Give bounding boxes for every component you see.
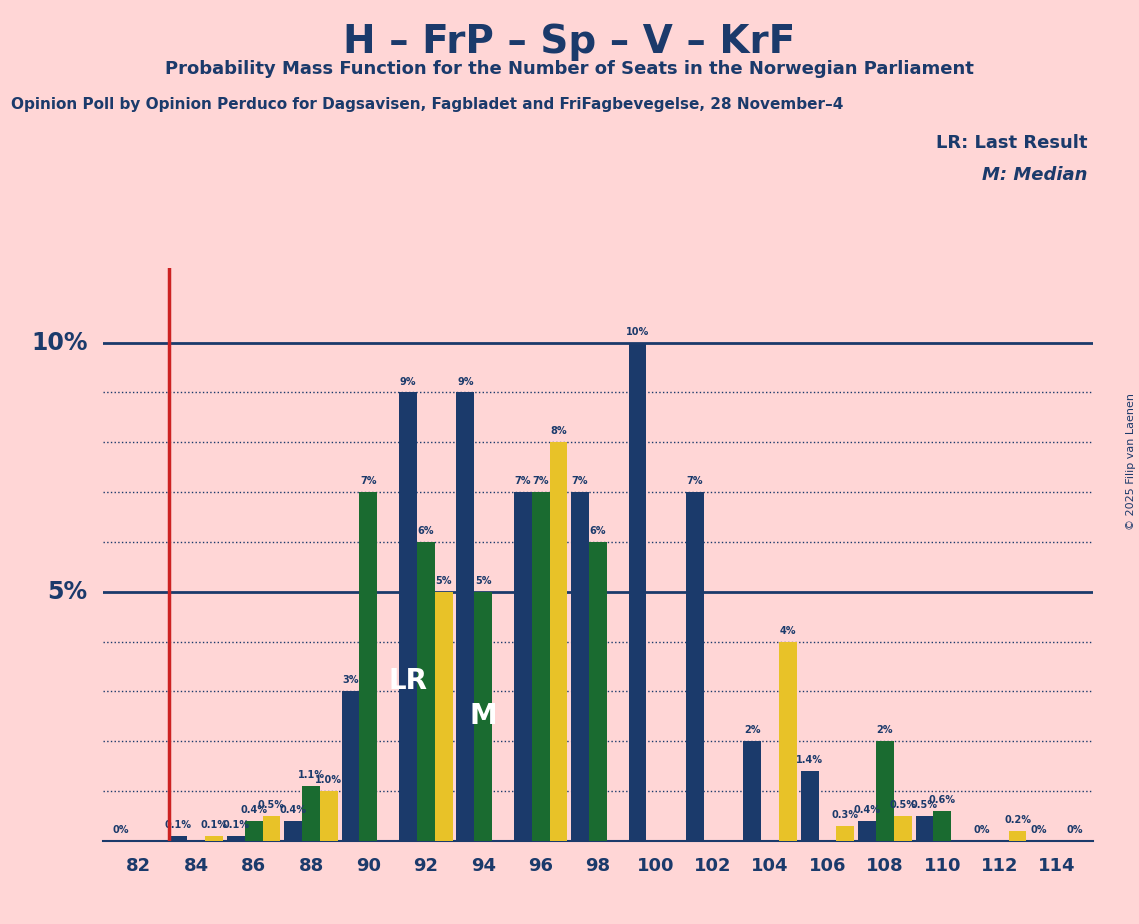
Text: 1.1%: 1.1%	[297, 770, 325, 780]
Text: 7%: 7%	[532, 476, 549, 486]
Bar	[263, 816, 280, 841]
Text: 0%: 0%	[1031, 825, 1048, 835]
Bar	[170, 836, 187, 841]
Text: LR: Last Result: LR: Last Result	[936, 134, 1088, 152]
Bar	[474, 591, 492, 841]
Bar	[245, 821, 263, 841]
Bar	[320, 791, 338, 841]
Text: 1.0%: 1.0%	[316, 775, 343, 785]
Bar	[629, 343, 647, 841]
Text: 1.4%: 1.4%	[796, 755, 823, 765]
Text: 9%: 9%	[457, 376, 474, 386]
Text: 5%: 5%	[435, 576, 452, 586]
Bar	[589, 542, 607, 841]
Text: 10%: 10%	[31, 331, 88, 355]
Text: 0%: 0%	[974, 825, 990, 835]
Bar	[779, 641, 797, 841]
Text: 10%: 10%	[626, 327, 649, 336]
Text: 0.1%: 0.1%	[200, 820, 228, 830]
Bar	[457, 393, 474, 841]
Text: 7%: 7%	[515, 476, 531, 486]
Bar	[571, 492, 589, 841]
Bar	[399, 393, 417, 841]
Text: 4%: 4%	[780, 626, 796, 636]
Text: 0.5%: 0.5%	[890, 800, 916, 810]
Bar	[435, 591, 452, 841]
Text: 0.4%: 0.4%	[280, 805, 306, 815]
Text: 6%: 6%	[590, 526, 606, 536]
Text: 5%: 5%	[475, 576, 491, 586]
Bar	[686, 492, 704, 841]
Text: 2%: 2%	[877, 725, 893, 736]
Bar	[205, 836, 223, 841]
Text: 0.1%: 0.1%	[222, 820, 249, 830]
Bar	[360, 492, 377, 841]
Bar	[227, 836, 245, 841]
Bar	[285, 821, 302, 841]
Bar	[417, 542, 435, 841]
Text: LR: LR	[388, 667, 427, 696]
Text: 0.5%: 0.5%	[259, 800, 285, 810]
Text: 0.3%: 0.3%	[831, 810, 859, 820]
Bar	[801, 772, 819, 841]
Text: © 2025 Filip van Laenen: © 2025 Filip van Laenen	[1126, 394, 1136, 530]
Bar	[916, 816, 933, 841]
Text: 0.4%: 0.4%	[240, 805, 268, 815]
Bar	[342, 691, 360, 841]
Bar	[549, 443, 567, 841]
Text: 0.1%: 0.1%	[165, 820, 191, 830]
Text: M: M	[469, 702, 497, 730]
Text: H – FrP – Sp – V – KrF: H – FrP – Sp – V – KrF	[343, 23, 796, 61]
Text: 2%: 2%	[744, 725, 761, 736]
Text: 7%: 7%	[360, 476, 377, 486]
Bar	[836, 826, 854, 841]
Text: 0%: 0%	[1067, 825, 1083, 835]
Bar	[933, 811, 951, 841]
Text: 5%: 5%	[48, 579, 88, 603]
Text: 6%: 6%	[418, 526, 434, 536]
Bar	[514, 492, 532, 841]
Text: Probability Mass Function for the Number of Seats in the Norwegian Parliament: Probability Mass Function for the Number…	[165, 60, 974, 78]
Bar	[744, 741, 761, 841]
Text: 7%: 7%	[687, 476, 703, 486]
Bar	[858, 821, 876, 841]
Bar	[876, 741, 894, 841]
Text: M: Median: M: Median	[982, 166, 1088, 184]
Bar	[532, 492, 549, 841]
Text: 9%: 9%	[400, 376, 416, 386]
Text: 3%: 3%	[343, 675, 359, 686]
Bar	[302, 786, 320, 841]
Text: 7%: 7%	[572, 476, 589, 486]
Text: Opinion Poll by Opinion Perduco for Dagsavisen, Fagbladet and FriFagbevegelse, 2: Opinion Poll by Opinion Perduco for Dags…	[11, 97, 844, 112]
Text: 0.5%: 0.5%	[911, 800, 937, 810]
Text: 8%: 8%	[550, 426, 567, 436]
Bar	[894, 816, 911, 841]
Bar	[1009, 831, 1026, 841]
Text: 0.2%: 0.2%	[1005, 815, 1031, 825]
Text: 0.6%: 0.6%	[928, 795, 956, 805]
Text: 0%: 0%	[113, 825, 129, 835]
Text: 0.4%: 0.4%	[853, 805, 880, 815]
